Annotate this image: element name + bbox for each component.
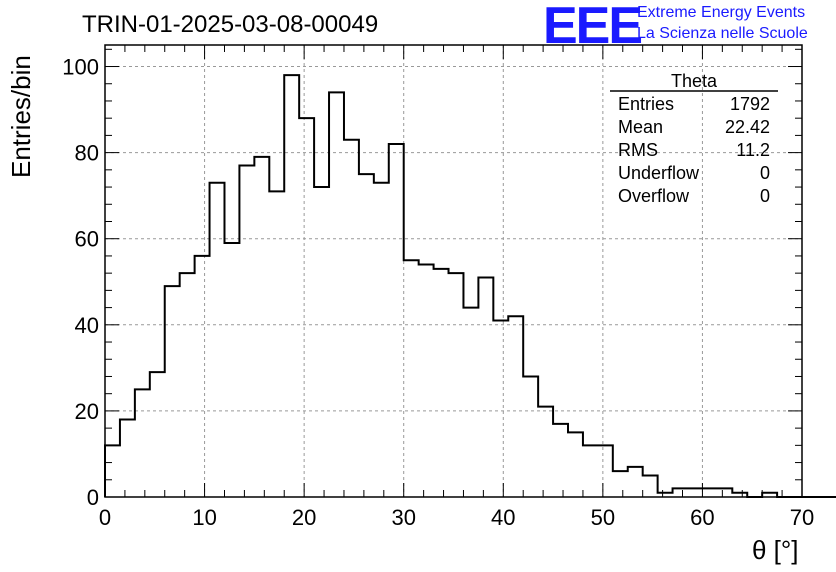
- stats-value: 22.42: [724, 117, 770, 137]
- stats-label: Mean: [618, 117, 664, 137]
- plot-frame: [104, 44, 803, 498]
- eee-logo: EEE: [543, 0, 643, 55]
- y-tick-label: 0: [87, 485, 99, 510]
- stats-label: Overflow: [618, 186, 690, 206]
- x-tick-label: 0: [99, 505, 111, 530]
- x-tick-label: 30: [391, 505, 415, 530]
- stats-label: Entries: [618, 94, 675, 114]
- y-axis-label: Entries/bin: [6, 55, 36, 178]
- y-tick-label: 60: [75, 227, 99, 252]
- stats-value: 0: [759, 186, 770, 206]
- x-tick-label: 70: [790, 505, 814, 530]
- axes-frame: [104, 44, 803, 498]
- y-tick-label: 20: [75, 399, 99, 424]
- tick-labels: 0 10 20 30 40 50 60 70 0 20 40 60 80 100: [62, 55, 814, 530]
- logo-line-1: Extreme Energy Events: [637, 4, 806, 21]
- stats-value: 11.2: [736, 140, 770, 160]
- y-tick-label: 80: [75, 141, 99, 166]
- stats-value: 1792: [729, 94, 770, 114]
- grid-lines: [105, 45, 802, 497]
- logo-line-2: La Scienza nelle Scuole: [637, 25, 808, 42]
- stats-value: 0: [759, 163, 770, 183]
- x-tick-label: 10: [192, 505, 216, 530]
- x-axis-label: θ [°]: [752, 535, 799, 565]
- histogram-step-line: [104, 74, 836, 498]
- x-tick-label: 40: [491, 505, 515, 530]
- histogram-series: [104, 74, 836, 498]
- y-tick-label: 40: [75, 313, 99, 338]
- x-tick-label: 50: [591, 505, 615, 530]
- x-tick-label: 60: [690, 505, 714, 530]
- x-tick-label: 20: [292, 505, 316, 530]
- stats-label: Underflow: [618, 163, 700, 183]
- chart-title: TRIN-01-2025-03-08-00049: [82, 11, 379, 38]
- stats-label: RMS: [618, 140, 658, 160]
- stats-title: Theta: [670, 71, 718, 91]
- y-tick-label: 100: [62, 55, 99, 80]
